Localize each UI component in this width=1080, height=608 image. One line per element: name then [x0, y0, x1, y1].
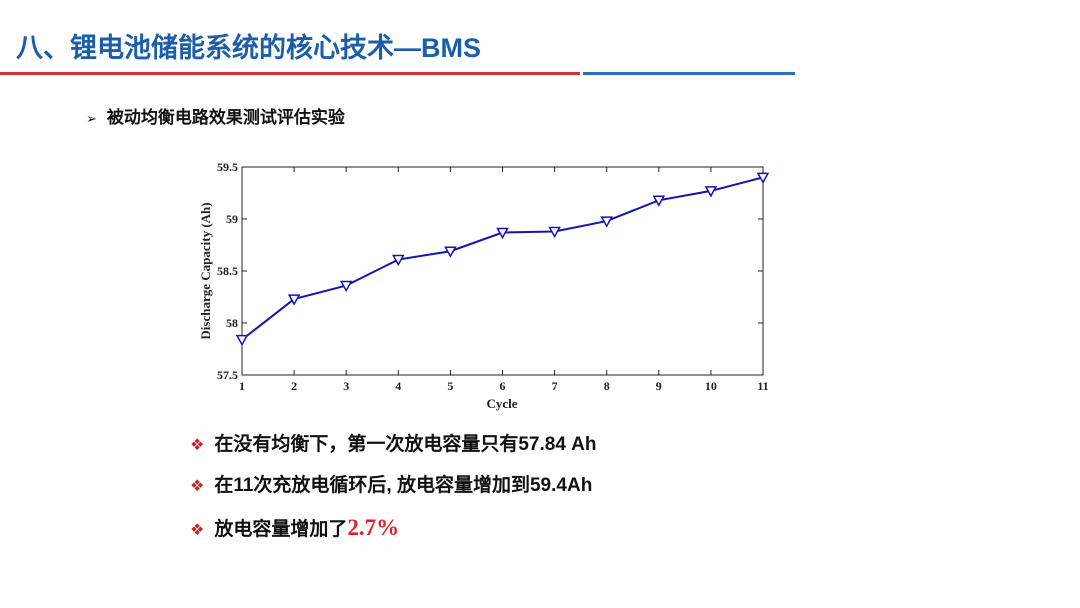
- marker: [704, 186, 718, 198]
- y-tick-label: 59.5: [217, 160, 238, 174]
- marker: [496, 227, 509, 240]
- title-rule-blue: [583, 72, 795, 75]
- marker: [339, 280, 353, 293]
- plot-frame: [241, 166, 764, 376]
- bullet-text: 在没有均衡下，第一次放电容量只有57.84 Ah: [214, 434, 597, 455]
- x-tick-label: 1: [239, 379, 245, 393]
- x-tick-label: 6: [500, 379, 506, 393]
- y-tick-label: 59: [226, 212, 238, 226]
- marker: [444, 246, 457, 258]
- x-tick-label: 10: [705, 379, 717, 393]
- x-axis-label: Cycle: [486, 396, 517, 411]
- marker: [600, 216, 613, 228]
- x-tick-label: 2: [291, 379, 297, 393]
- y-tick-label: 58: [226, 316, 238, 330]
- y-tick-label: 58.5: [217, 264, 238, 278]
- bullet: ❖ 在11次充放电循环后, 放电容量增加到59.4Ah: [190, 475, 593, 496]
- marker: [392, 254, 405, 267]
- x-tick-label: 4: [395, 379, 401, 393]
- x-tick-label: 11: [757, 379, 768, 393]
- x-tick-label: 3: [343, 379, 349, 393]
- marker: [652, 195, 666, 207]
- y-axis-label: Discharge Capacity (Ah): [198, 202, 213, 339]
- bullet-text: 在11次充放电循环后, 放电容量增加到59.4Ah: [214, 475, 593, 496]
- marker: [756, 172, 770, 184]
- marker: [548, 226, 561, 239]
- x-tick-label: 9: [656, 379, 662, 393]
- bullet: ❖ 放电容量增加了2.7%: [190, 515, 400, 540]
- x-tick-label: 8: [604, 379, 610, 393]
- subtitle-text: 被动均衡电路效果测试评估实验: [106, 108, 345, 127]
- bullet-highlight: 2.7%: [347, 515, 400, 540]
- bullet-text: 放电容量增加了: [214, 519, 348, 540]
- line: [241, 176, 764, 341]
- chart: Cycle Discharge Capacity (Ah) 57.55858.5…: [198, 160, 770, 411]
- x-tick-label: 7: [552, 379, 558, 393]
- slide-title: 八、锂电池储能系统的核心技术—BMS: [16, 33, 481, 63]
- subtitle: ➢ 被动均衡电路效果测试评估实验: [86, 108, 345, 127]
- x-tick-label: 5: [447, 379, 453, 393]
- marker: [287, 294, 301, 306]
- y-tick-label: 57.5: [217, 368, 238, 382]
- marker: [235, 334, 249, 347]
- title-rule-red: [0, 72, 580, 75]
- bullet: ❖ 在没有均衡下，第一次放电容量只有57.84 Ah: [190, 434, 597, 455]
